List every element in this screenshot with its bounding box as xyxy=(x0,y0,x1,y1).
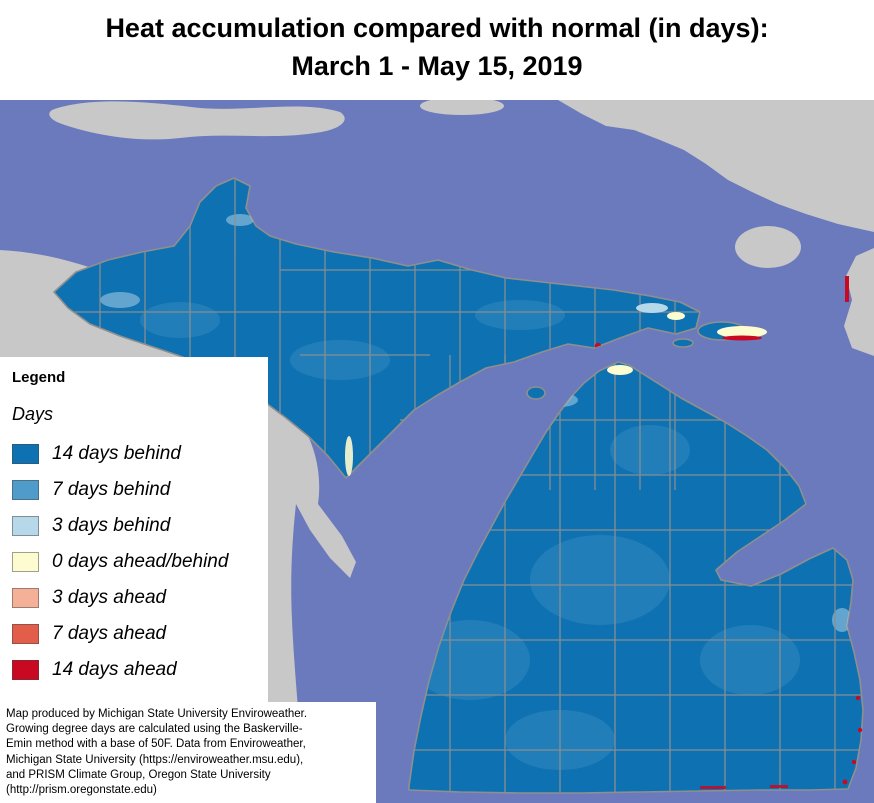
east-edge-red-strip xyxy=(845,276,849,302)
legend-swatch xyxy=(12,587,39,608)
legend-item: 7 days ahead xyxy=(12,623,268,644)
credits-line: Michigan State University (https://envir… xyxy=(6,753,304,766)
michigan-detail xyxy=(54,178,863,793)
credits-line: Emin method with a base of 50F. Data fro… xyxy=(6,738,306,751)
legend-item: 3 days behind xyxy=(12,515,268,536)
michigan-state xyxy=(53,177,864,794)
credits: Map produced by Michigan State Universit… xyxy=(0,702,376,803)
coast-red-specks xyxy=(700,695,863,789)
legend-item-label: 0 days ahead/behind xyxy=(52,550,229,572)
sault-pale-patch xyxy=(667,312,685,320)
legend-swatch xyxy=(12,623,39,644)
drummond-red-strip xyxy=(722,335,762,341)
legend-item: 14 days behind xyxy=(12,443,268,464)
legend-item: 0 days ahead/behind xyxy=(12,551,268,572)
michigan-fill xyxy=(53,177,864,794)
canada-landmass xyxy=(558,100,874,232)
legend-swatch xyxy=(12,443,39,464)
legend-item-label: 7 days behind xyxy=(52,478,171,500)
legend-subheading: Days xyxy=(12,404,54,424)
legend-item: 7 days behind xyxy=(12,479,268,500)
lower-peninsula xyxy=(408,361,864,794)
straits-pale-patch xyxy=(607,365,633,375)
legend-swatch xyxy=(12,659,39,680)
legend-item-label: 14 days ahead xyxy=(52,658,177,680)
page-title: Heat accumulation compared with normal (… xyxy=(0,0,874,100)
legend-heading: Legend xyxy=(12,369,66,386)
legend-item-label: 3 days ahead xyxy=(52,586,167,608)
legend: Legend Days 14 days behind 7 days behind… xyxy=(0,357,268,703)
legend-item-label: 3 days behind xyxy=(52,514,171,536)
shoreline-anomalies xyxy=(345,276,863,789)
credits-line: and PRISM Climate Group, Oregon State Un… xyxy=(6,768,271,781)
north-shore-landmass xyxy=(49,101,345,140)
credits-line: Growing degree days are calculated using… xyxy=(6,723,303,736)
legend-item: 3 days ahead xyxy=(12,587,268,608)
credits-line: Map produced by Michigan State Universit… xyxy=(6,708,308,720)
legend-swatch xyxy=(12,479,39,500)
legend-item-label: 7 days ahead xyxy=(52,622,167,644)
title-line-2: March 1 - May 15, 2019 xyxy=(291,51,583,81)
legend-item-label: 14 days behind xyxy=(52,442,181,464)
legend-item: 14 days ahead xyxy=(12,659,268,680)
st-joseph-island xyxy=(735,226,801,268)
small-island xyxy=(420,100,504,115)
sault-light-patch xyxy=(636,303,668,313)
canada-east-shore xyxy=(844,248,874,356)
title-line-1: Heat accumulation compared with normal (… xyxy=(105,13,769,43)
green-bay-pale-sliver xyxy=(345,436,353,476)
drummond-pale-strip xyxy=(717,326,767,338)
legend-swatch xyxy=(12,551,39,572)
les-cheneaux-islands xyxy=(672,338,694,348)
beaver-island xyxy=(526,386,546,400)
upper-peninsula xyxy=(53,177,701,479)
credits-line: (http://prism.oregonstate.edu) xyxy=(6,784,157,797)
legend-swatch xyxy=(12,515,39,536)
